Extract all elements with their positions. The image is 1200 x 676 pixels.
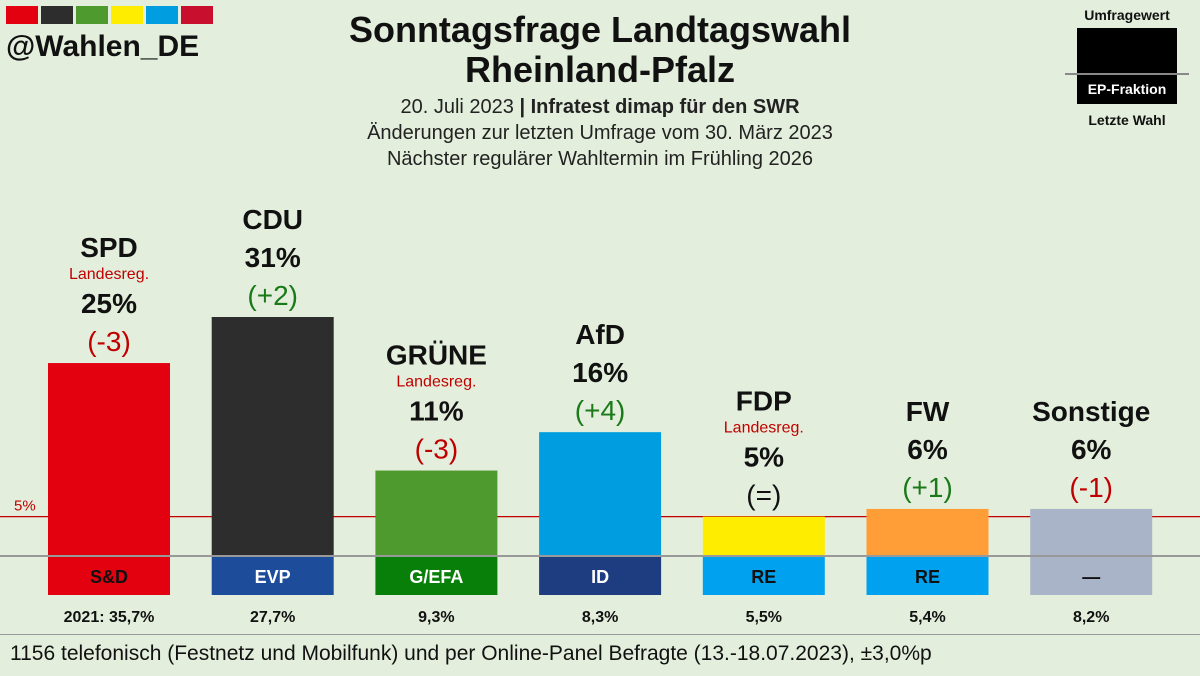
ep-group-label: RE bbox=[751, 567, 776, 587]
title-line-1: Sonntagsfrage Landtagswahl bbox=[348, 9, 852, 50]
party-label: FW bbox=[906, 396, 950, 427]
poll-source: 20. Juli 2023 | Infratest dimap für den … bbox=[0, 96, 1200, 119]
party-label: GRÜNE bbox=[386, 340, 487, 371]
bar-cdu bbox=[211, 317, 334, 555]
government-tag: Landesreg. bbox=[396, 374, 476, 391]
color-stripe bbox=[76, 6, 108, 24]
ep-group-label: G/EFA bbox=[409, 567, 463, 587]
value-label: 6% bbox=[907, 434, 948, 465]
ep-group-label: ID bbox=[591, 567, 609, 587]
change-label: (-1) bbox=[1069, 472, 1113, 503]
party-label: FDP bbox=[736, 386, 792, 417]
footer-note: 1156 telefonisch (Festnetz und Mobilfunk… bbox=[10, 642, 932, 665]
color-stripe bbox=[6, 6, 38, 24]
legend-poll-label: Umfragewert bbox=[1084, 7, 1170, 23]
last-election-value: 2021: 35,7% bbox=[64, 609, 155, 626]
poll-institute: Infratest dimap für den SWR bbox=[530, 96, 800, 118]
party-label: Sonstige bbox=[1032, 396, 1150, 427]
footer-divider bbox=[0, 634, 1200, 635]
last-election-value: 8,2% bbox=[1073, 609, 1109, 626]
party-color-stripes bbox=[6, 6, 213, 24]
next-election-note: Nächster regulärer Wahltermin im Frühlin… bbox=[386, 148, 814, 170]
party-label: AfD bbox=[575, 319, 625, 350]
chart-title: Sonntagsfrage Landtagswahl Rheinland-Pfa… bbox=[0, 10, 1200, 90]
ep-group-box bbox=[1030, 557, 1153, 595]
government-tag: Landesreg. bbox=[69, 266, 149, 283]
color-stripe bbox=[181, 6, 213, 24]
color-stripe bbox=[41, 6, 73, 24]
value-label: 5% bbox=[744, 442, 785, 473]
color-stripe bbox=[146, 6, 178, 24]
value-label: 16% bbox=[572, 357, 628, 388]
change-label: (-3) bbox=[415, 434, 459, 465]
change-label: (+2) bbox=[247, 280, 298, 311]
value-label: 25% bbox=[81, 288, 137, 319]
ep-group-label: RE bbox=[915, 567, 940, 587]
bar-fw bbox=[866, 508, 989, 555]
legend-last-election-label: Letzte Wahl bbox=[1088, 112, 1166, 128]
government-tag: Landesreg. bbox=[724, 420, 804, 437]
value-label: 11% bbox=[409, 396, 464, 427]
last-election-value: 5,5% bbox=[746, 609, 782, 626]
last-election-value: 8,3% bbox=[582, 609, 618, 626]
account-handle: @Wahlen_DE bbox=[6, 30, 200, 63]
ep-group-box bbox=[211, 557, 334, 595]
bar-spd bbox=[48, 363, 170, 555]
legend-divider bbox=[1065, 73, 1189, 75]
ep-group-label: — bbox=[1082, 567, 1100, 587]
change-label: (+4) bbox=[575, 395, 626, 426]
value-label: 6% bbox=[1071, 434, 1112, 465]
bar-sonstige bbox=[1030, 508, 1153, 555]
ep-group-box bbox=[866, 557, 989, 595]
bar-grüne bbox=[375, 470, 498, 555]
last-election-value: 5,4% bbox=[909, 609, 945, 626]
ep-group-box bbox=[539, 557, 662, 595]
ep-group-box bbox=[48, 557, 170, 595]
threshold-label: 5% bbox=[14, 498, 36, 515]
change-label: (=) bbox=[746, 480, 781, 511]
ep-group-label: S&D bbox=[90, 567, 128, 587]
change-label: (-3) bbox=[87, 326, 131, 357]
party-label: SPD bbox=[80, 232, 138, 263]
ep-group-box bbox=[702, 557, 825, 595]
color-stripe bbox=[111, 6, 143, 24]
last-election-value: 27,7% bbox=[250, 609, 295, 626]
last-election-value: 9,3% bbox=[418, 609, 454, 626]
bar-afd bbox=[539, 432, 662, 555]
changes-note: Änderungen zur letzten Umfrage vom 30. M… bbox=[367, 122, 833, 144]
poll-date: 20. Juli 2023 bbox=[400, 96, 514, 118]
bar-fdp bbox=[702, 516, 825, 555]
separator: | bbox=[519, 96, 526, 118]
value-label: 31% bbox=[245, 242, 301, 273]
legend-ep-label: EP-Fraktion bbox=[1087, 81, 1167, 97]
ep-group-label: EVP bbox=[255, 567, 291, 587]
party-label: CDU bbox=[242, 204, 303, 235]
legend-swatch bbox=[1077, 28, 1177, 104]
change-label: (+1) bbox=[902, 472, 953, 503]
title-line-2: Rheinland-Pfalz bbox=[464, 49, 736, 90]
ep-group-box bbox=[375, 557, 498, 595]
